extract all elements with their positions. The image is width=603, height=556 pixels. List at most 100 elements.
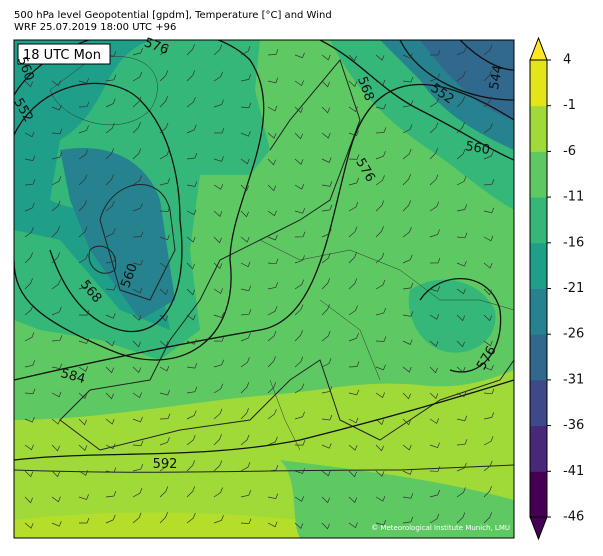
wind-barb [348, 177, 360, 186]
wind-barb [456, 260, 467, 267]
wind-barb [213, 127, 225, 134]
wind-barb [159, 365, 170, 372]
colorbar-segment [530, 334, 547, 381]
time-label: 18 UTC Mon [23, 48, 101, 63]
wind-barb [78, 281, 90, 290]
wind-barb [402, 444, 412, 451]
wind-barb [51, 363, 63, 370]
wind-barb [456, 96, 466, 108]
wind-barb [79, 517, 90, 524]
wind-barb [402, 339, 413, 345]
wind-barb [78, 418, 87, 426]
contour-label: 544 [487, 64, 506, 91]
wind-barb [456, 340, 465, 348]
contour-label: 560 [464, 139, 491, 158]
wind-barb [24, 179, 36, 186]
wind-barb [402, 148, 412, 160]
wind-barb [105, 256, 117, 264]
wind-barb [186, 124, 197, 134]
colorbar-tick-label: 4 [563, 53, 571, 68]
wind-barb [24, 80, 33, 88]
wind-barb [186, 410, 197, 420]
wind-barb [456, 512, 466, 524]
wind-barb [51, 470, 61, 478]
wind-barb [321, 181, 333, 187]
wind-barb [51, 306, 62, 316]
wind-barb [159, 262, 169, 269]
wind-barb [159, 177, 171, 186]
wind-barb [51, 335, 63, 342]
wind-barb [294, 356, 304, 368]
wind-barb [213, 236, 222, 244]
colorbar-tick-label: -36 [563, 418, 584, 433]
wind-barb [51, 226, 60, 238]
wind-barb [429, 122, 439, 134]
wind-barb [24, 522, 34, 529]
wind-barb [78, 470, 89, 476]
wind-barb [186, 209, 197, 216]
wind-barb [402, 254, 413, 264]
credit: © Meteorological Institute Munich, LMU [371, 524, 510, 532]
wind-barb [213, 336, 225, 342]
wind-barb [375, 226, 384, 238]
colorbar-tick-label: -41 [563, 464, 584, 479]
wind-barb [483, 123, 493, 134]
subtitle: WRF 25.07.2019 18:00 UTC +96 [14, 22, 176, 33]
wind-barb [240, 490, 252, 498]
wind-barb [402, 124, 413, 134]
wind-barb [213, 44, 223, 56]
wind-barb [348, 154, 360, 160]
wind-barb [375, 444, 384, 452]
wind-barb [429, 366, 438, 374]
wind-barb [402, 53, 413, 59]
wind-barb [78, 253, 89, 264]
wind-barb [132, 512, 142, 524]
wind-barb [348, 333, 359, 342]
wind-barb [240, 261, 251, 268]
wind-barb [402, 76, 414, 83]
wind-barb [213, 515, 224, 524]
wind-barb [429, 201, 440, 212]
wind-barb [51, 496, 61, 503]
wind-barb [132, 231, 144, 238]
wind-barb [105, 174, 114, 186]
wind-barb [402, 418, 412, 426]
wind-barb [240, 131, 251, 137]
wind-barb [78, 101, 90, 108]
wind-barb [105, 443, 116, 450]
wind-barb [456, 462, 467, 472]
wind-barb [105, 366, 115, 374]
wind-barb [267, 105, 278, 112]
wind-barb [348, 361, 360, 368]
wind-barb [321, 54, 331, 61]
wind-barb [348, 496, 358, 504]
wind-barb [213, 383, 224, 394]
wind-barb [456, 391, 467, 398]
wind-barb [348, 278, 358, 290]
wind-barb [132, 487, 143, 498]
wind-barb [51, 104, 62, 111]
wind-barb [456, 232, 468, 239]
wind-barb [321, 358, 332, 368]
wind-barb [430, 49, 441, 56]
wind-barb [240, 46, 251, 56]
wind-barb [51, 80, 61, 87]
wind-barb [186, 314, 196, 321]
colorbar-tick-label: -11 [563, 190, 584, 205]
wind-barb [51, 176, 62, 186]
wind-barb [321, 304, 330, 316]
wind-barb [429, 314, 440, 320]
wind-barb [321, 443, 332, 449]
wind-barb [294, 208, 306, 214]
wind-barb [24, 202, 35, 212]
wind-barb [294, 496, 305, 502]
wind-barb [267, 282, 279, 290]
wind-barb [294, 279, 305, 290]
wind-barb [105, 392, 114, 400]
wind-barb [456, 71, 466, 82]
wind-barb [267, 184, 277, 192]
wind-barb [483, 288, 492, 296]
wind-barb [240, 461, 251, 472]
colorbar-segment [530, 60, 547, 107]
